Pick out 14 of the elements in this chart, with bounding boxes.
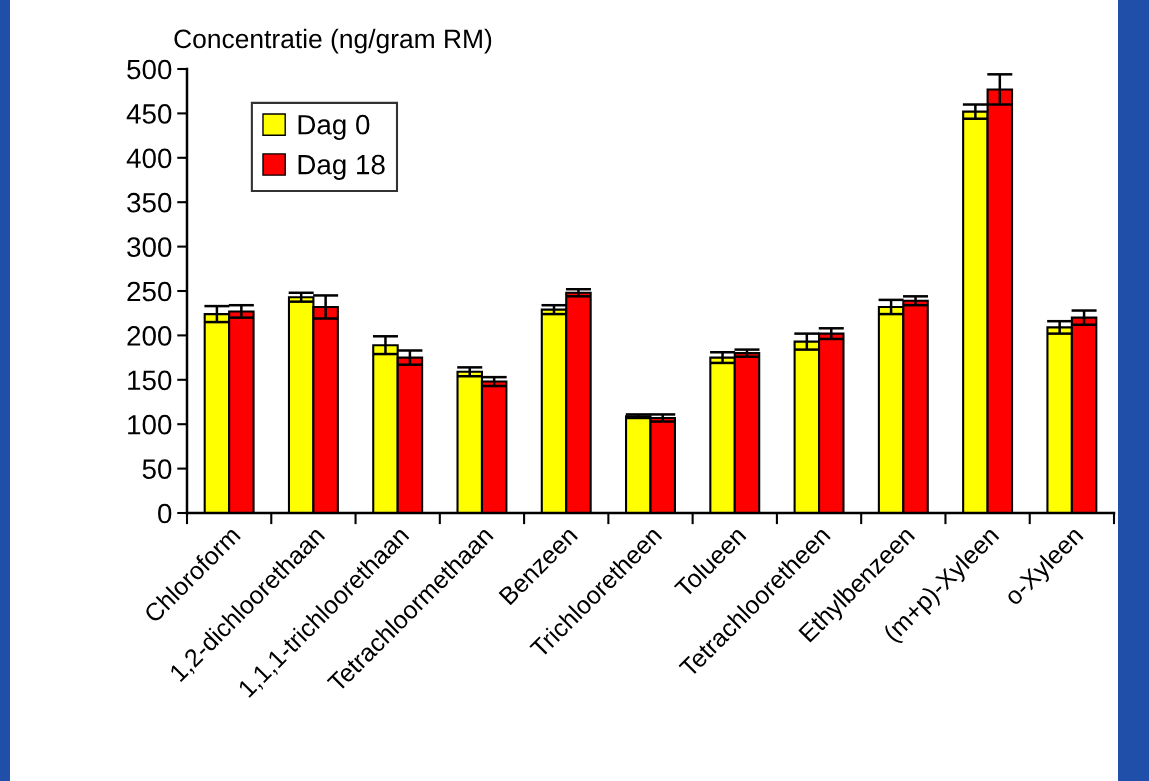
y-tick-label: 500 <box>127 59 172 80</box>
y-tick-label: 0 <box>158 503 172 524</box>
y-tick-label: 50 <box>142 459 172 479</box>
legend-label: Dag 18 <box>298 154 385 180</box>
y-tick-label: 350 <box>127 192 172 213</box>
y-tick-label: 400 <box>126 148 172 169</box>
y-tick-label: 100 <box>128 414 172 435</box>
y-tick-label: 250 <box>127 281 172 302</box>
y-tick-label: 300 <box>127 237 172 257</box>
y-tick-label: 450 <box>126 104 172 124</box>
legend-label: Dag 0 <box>298 114 370 141</box>
y-tick-label: 200 <box>127 326 172 346</box>
y-axis-title: Concentratie (ng/gram RM) <box>174 28 492 54</box>
y-tick-label: 150 <box>128 370 172 391</box>
